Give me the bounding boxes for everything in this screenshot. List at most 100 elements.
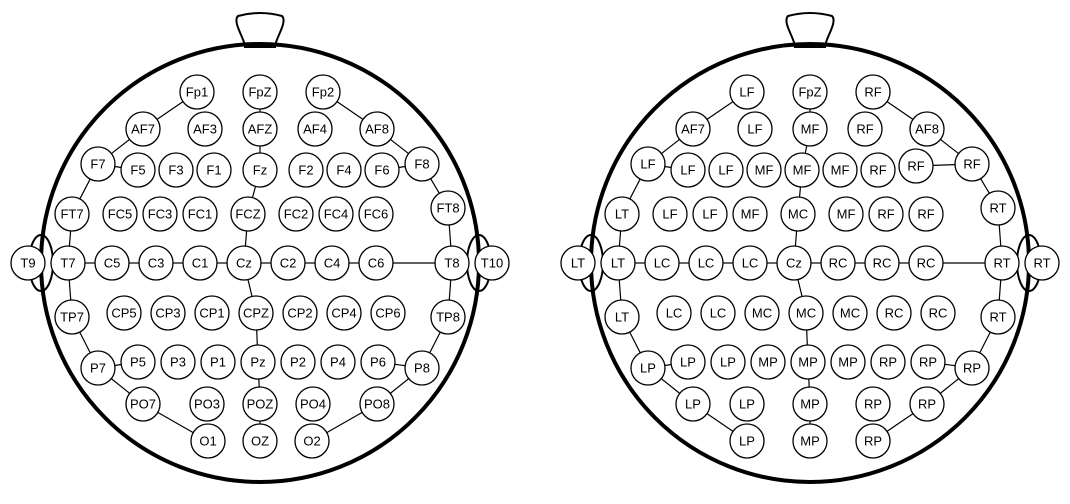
electrode-label-RT: RT [989,201,1006,216]
electrode-label-MP: MP [798,355,818,370]
electrode-label-MC: MC [788,207,808,222]
electrode-label-LF: LF [680,163,695,178]
electrode-label-PO3: PO3 [194,397,220,412]
electrode-label-C4: C4 [324,256,341,271]
electrode-label-RP: RP [963,361,981,376]
electrode-label-O2: O2 [303,434,320,449]
nose [236,13,283,47]
electrode-label-OZ: OZ [251,434,269,449]
electrode-label-LF: LF [640,157,655,172]
electrode-label-LP: LP [739,434,755,449]
electrode-label-LC: LC [710,306,727,321]
electrode-label-P5: P5 [130,355,146,370]
electrode-label-RF: RF [963,157,980,172]
electrode-label-MC: MC [840,306,860,321]
electrode-label-LT: LT [615,207,629,222]
electrode-label-LF: LF [747,122,762,137]
electrode-label-C1: C1 [192,256,209,271]
electrode-label-RC: RC [873,256,892,271]
electrode-label-F2: F2 [298,163,313,178]
electrode-label-RC: RC [929,306,948,321]
electrode-label-RC: RC [917,256,936,271]
electrode-label-F1: F1 [206,163,221,178]
electrode-label-LC: LC [742,256,759,271]
electrode-label-F5: F5 [130,163,145,178]
electrode-label-TP7: TP7 [60,310,84,325]
electrode-label-Fp2: Fp2 [312,85,334,100]
head-right: LFFpZRFAF7LFMFRFAF8LFLFLFMFMFMFRFRFRFLTL… [561,13,1059,482]
electrode-label-PO4: PO4 [300,397,326,412]
electrode-label-AF4: AF4 [303,122,327,137]
electrode-label-MF: MF [741,207,760,222]
electrode-label-MF: MF [801,122,820,137]
electrode-label-Fz: Fz [253,163,267,178]
electrode-label-AFZ: AFZ [248,122,273,137]
electrode-label-CPZ: CPZ [243,306,269,321]
electrode-label-LT: LT [571,256,585,271]
electrode-label-RP: RP [918,397,936,412]
electrode-label-P8: P8 [414,361,430,376]
electrode-label-FCZ: FCZ [235,207,260,222]
electrode-label-FC4: FC4 [324,207,349,222]
electrode-label-LF: LF [718,163,733,178]
electrode-label-MF: MF [831,163,850,178]
electrode-label-RT: RT [989,310,1006,325]
electrode-label-FC6: FC6 [364,207,389,222]
electrode-label-C5: C5 [104,256,121,271]
electrode-label-P1: P1 [210,355,226,370]
electrode-label-FpZ: FpZ [798,85,821,100]
electrode-label-F8: F8 [414,157,429,172]
electrode-label-AF3: AF3 [193,122,217,137]
electrode-label-LC: LC [654,256,671,271]
electrode-label-AF8: AF8 [915,122,939,137]
electrode-label-RP: RP [919,355,937,370]
electrode-label-CP3: CP3 [155,306,180,321]
electrode-label-F6: F6 [374,163,389,178]
eeg-head-diagram: Fp1FpZFp2AF7AF3AFZAF4AF8F7F5F3F1FzF2F4F6… [0,0,1070,504]
electrode-label-POZ: POZ [247,397,274,412]
electrode-label-LP: LP [720,355,736,370]
electrode-label-P7: P7 [90,361,106,376]
electrode-label-O1: O1 [199,434,216,449]
electrode-label-F4: F4 [336,163,351,178]
electrode-label-CP1: CP1 [199,306,224,321]
electrode-label-MP: MP [800,434,820,449]
electrode-label-P3: P3 [170,355,186,370]
electrode-label-LT: LT [611,256,625,271]
electrode-label-RC: RC [829,256,848,271]
electrode-label-F3: F3 [168,163,183,178]
electrode-label-FC1: FC1 [188,207,213,222]
electrode-label-MP: MP [838,355,858,370]
electrode-label-CP6: CP6 [375,306,400,321]
electrode-label-MF: MF [755,163,774,178]
electrode-label-PO8: PO8 [364,397,390,412]
electrode-label-Pz: Pz [250,355,265,370]
electrode-label-Cz: Cz [236,256,252,271]
electrode-label-MC: MC [752,306,772,321]
electrode-label-RP: RP [864,397,882,412]
electrode-label-FC2: FC2 [284,207,309,222]
electrode-label-P4: P4 [330,355,346,370]
electrode-label-T10: T10 [481,256,503,271]
nose [786,13,833,47]
head-left: Fp1FpZFp2AF7AF3AFZAF4AF8F7F5F3F1FzF2F4F6… [11,13,509,482]
electrode-label-MP: MP [800,397,820,412]
electrode-label-AF7: AF7 [131,122,155,137]
electrode-label-CP4: CP4 [331,306,356,321]
electrode-label-C6: C6 [368,256,385,271]
electrode-label-T9: T9 [20,256,35,271]
electrode-label-C2: C2 [280,256,297,271]
electrode-label-CP5: CP5 [111,306,136,321]
electrode-label-LF: LF [662,207,677,222]
electrode-label-MF: MF [837,207,856,222]
electrode-label-LP: LP [640,361,656,376]
electrode-label-FC5: FC5 [108,207,133,222]
electrode-label-RT: RT [1033,256,1050,271]
electrode-label-RF: RF [877,207,894,222]
electrode-label-AF7: AF7 [681,122,705,137]
electrode-label-MF: MF [793,163,812,178]
electrode-label-LC: LC [666,306,683,321]
electrode-label-RF: RF [864,85,881,100]
electrode-label-LP: LP [685,397,701,412]
electrode-label-LP: LP [680,355,696,370]
